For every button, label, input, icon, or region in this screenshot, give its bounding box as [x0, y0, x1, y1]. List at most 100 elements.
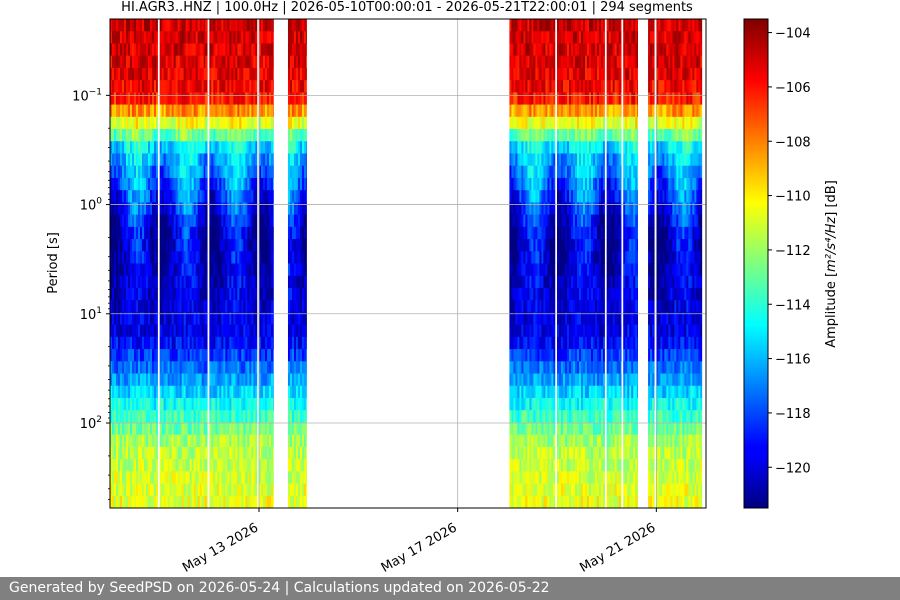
heatmap-cell [565, 141, 568, 154]
heatmap-cell [251, 92, 254, 106]
heatmap-cell [519, 19, 522, 32]
heatmap-cell [533, 129, 536, 142]
heatmap-cell [185, 19, 188, 32]
heatmap-cell [235, 92, 238, 106]
heatmap-cell [177, 397, 180, 411]
heatmap-cell [531, 19, 534, 32]
heatmap-cell [187, 19, 190, 32]
heatmap-cell [241, 361, 244, 375]
heatmap-cell [255, 190, 258, 203]
heatmap-cell [287, 202, 291, 216]
heatmap-cell [535, 67, 538, 81]
heatmap-cell [521, 349, 524, 362]
heatmap-cell [165, 446, 168, 460]
heatmap-cell [549, 92, 552, 106]
heatmap-cell [547, 116, 550, 130]
heatmap-cell [175, 422, 178, 436]
heatmap-cell [573, 177, 576, 191]
heatmap-cell [267, 336, 270, 350]
heatmap-cell [515, 459, 518, 472]
heatmap-cell [573, 92, 576, 106]
heatmap-cell [557, 336, 560, 350]
heatmap-cell [225, 349, 228, 362]
heatmap-cell [154, 92, 157, 106]
heatmap-cell [547, 165, 550, 179]
heatmap-cell [517, 165, 520, 179]
heatmap-cell [205, 226, 208, 240]
heatmap-cell [297, 324, 301, 338]
heatmap-cell [235, 446, 238, 460]
heatmap-cell [197, 226, 200, 240]
heatmap-cell [227, 397, 230, 411]
heatmap-cell [173, 422, 176, 436]
heatmap-cell [173, 397, 176, 411]
heatmap-cell [509, 422, 512, 436]
heatmap-cell [144, 153, 147, 167]
heatmap-cell [132, 67, 135, 81]
heatmap-cell [287, 92, 291, 106]
heatmap-cell [223, 31, 226, 44]
heatmap-cell [237, 446, 240, 460]
heatmap-cell [120, 336, 123, 350]
heatmap-cell [197, 434, 200, 448]
heatmap-cell [541, 129, 544, 142]
heatmap-cell [237, 361, 240, 375]
heatmap-cell [515, 349, 518, 362]
heatmap-cell [269, 275, 272, 289]
heatmap-cell [271, 336, 274, 350]
heatmap-cell [177, 92, 180, 106]
heatmap-cell [134, 349, 137, 362]
heatmap-cell [269, 300, 272, 313]
heatmap-cell [215, 129, 218, 142]
heatmap-cell [171, 300, 174, 313]
heatmap-cell [163, 373, 166, 387]
heatmap-cell [195, 55, 198, 69]
heatmap-cell [509, 19, 512, 32]
heatmap-cell [231, 67, 234, 81]
heatmap-cell [211, 129, 214, 142]
heatmap-cell [142, 202, 145, 216]
heatmap-cell [150, 312, 153, 326]
heatmap-cell [529, 312, 532, 326]
heatmap-cell [545, 19, 548, 32]
heatmap-cell [509, 446, 512, 460]
heatmap-cell [159, 116, 162, 130]
heatmap-cell [303, 19, 307, 32]
heatmap-cell [537, 104, 540, 118]
heatmap-cell [545, 397, 548, 411]
heatmap-cell [124, 459, 127, 472]
heatmap-cell [110, 287, 113, 301]
heatmap-cell [575, 324, 578, 338]
heatmap-cell [128, 104, 131, 118]
heatmap-cell [132, 239, 135, 252]
heatmap-cell [247, 177, 250, 191]
heatmap-cell [529, 471, 532, 485]
heatmap-cell [259, 214, 262, 228]
heatmap-cell [217, 43, 220, 57]
heatmap-cell [521, 495, 524, 508]
heatmap-cell [299, 459, 303, 472]
heatmap-cell [193, 422, 196, 436]
heatmap-cell [289, 153, 293, 167]
heatmap-cell [295, 361, 299, 375]
heatmap-cell [225, 397, 228, 411]
heatmap-cell [156, 177, 158, 191]
heatmap-cell [545, 471, 548, 485]
heatmap-cell [549, 373, 552, 387]
heatmap-cell [551, 483, 554, 497]
heatmap-cell [255, 471, 258, 485]
heatmap-cell [557, 19, 560, 32]
heatmap-cell [187, 251, 190, 264]
heatmap-cell [543, 55, 546, 69]
heatmap-cell [122, 287, 125, 301]
heatmap-cell [533, 336, 536, 350]
heatmap-cell [297, 190, 301, 203]
heatmap-cell [195, 410, 198, 423]
heatmap-cell [271, 153, 274, 167]
heatmap-cell [110, 190, 113, 203]
heatmap-cell [132, 19, 135, 32]
heatmap-cell [567, 422, 570, 436]
heatmap-cell [148, 471, 151, 485]
heatmap-cell [237, 434, 240, 448]
heatmap-cell [225, 373, 228, 387]
